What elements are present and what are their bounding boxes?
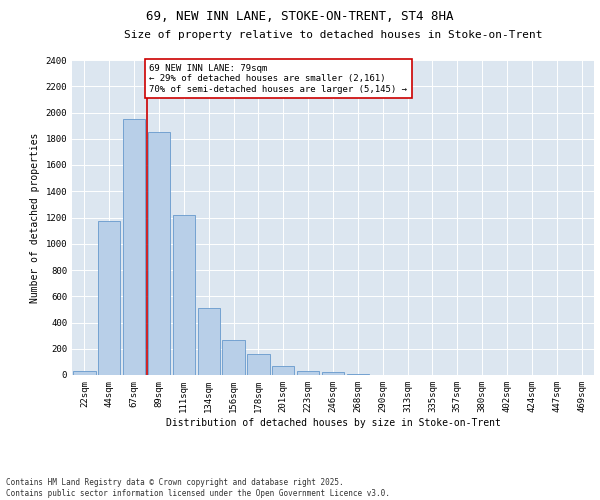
Text: Contains HM Land Registry data © Crown copyright and database right 2025.
Contai: Contains HM Land Registry data © Crown c… [6,478,390,498]
Bar [272,366,295,375]
Bar [148,132,170,375]
X-axis label: Distribution of detached houses by size in Stoke-on-Trent: Distribution of detached houses by size … [166,418,500,428]
Bar [223,340,245,375]
Title: Size of property relative to detached houses in Stoke-on-Trent: Size of property relative to detached ho… [124,30,542,40]
Bar [322,372,344,375]
Bar [297,371,319,375]
Bar [173,215,195,375]
Bar [73,371,95,375]
Y-axis label: Number of detached properties: Number of detached properties [30,132,40,302]
Text: 69, NEW INN LANE, STOKE-ON-TRENT, ST4 8HA: 69, NEW INN LANE, STOKE-ON-TRENT, ST4 8H… [146,10,454,23]
Text: 69 NEW INN LANE: 79sqm
← 29% of detached houses are smaller (2,161)
70% of semi-: 69 NEW INN LANE: 79sqm ← 29% of detached… [149,64,407,94]
Bar [98,222,121,375]
Bar [123,119,145,375]
Bar [347,374,369,375]
Bar [247,354,269,375]
Bar [197,308,220,375]
